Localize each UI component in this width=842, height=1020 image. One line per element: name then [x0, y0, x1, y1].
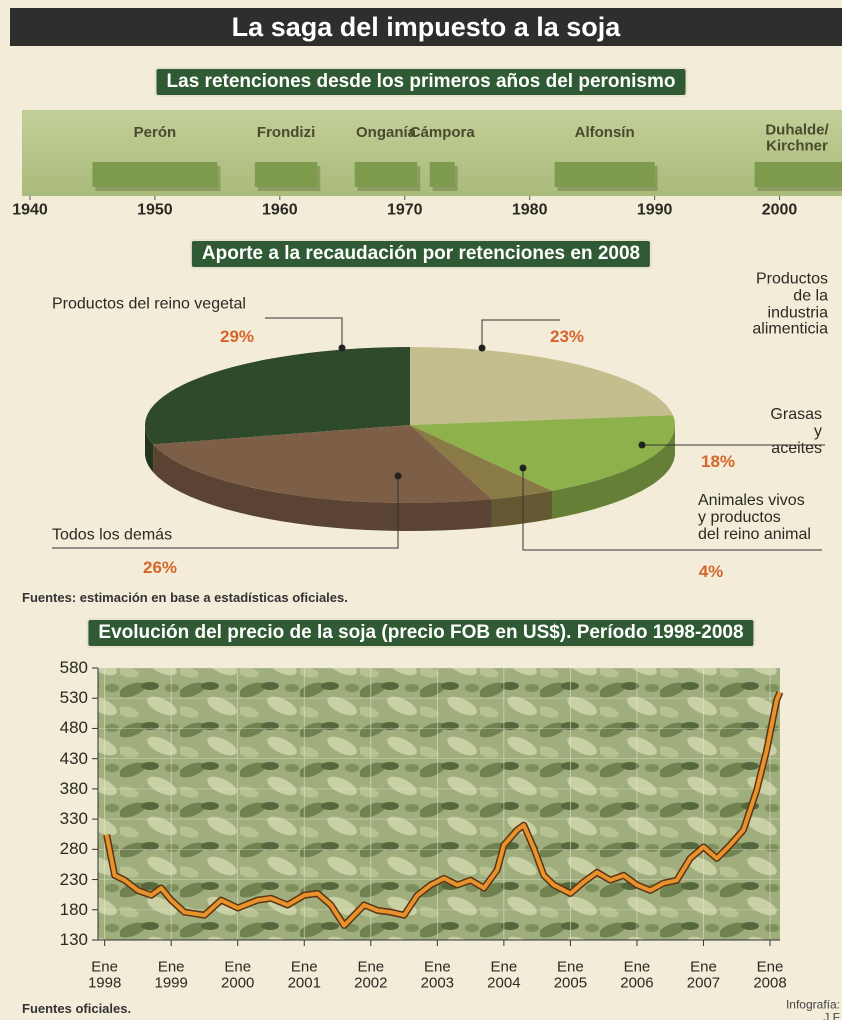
x-tick-label: 1980	[512, 203, 548, 220]
x-tick-label: Ene 2003	[421, 959, 454, 991]
plot-background	[98, 668, 780, 940]
x-tick-label: Ene 2005	[554, 959, 587, 991]
y-tick-label: 580	[60, 659, 88, 677]
period-label: Perón	[134, 125, 177, 141]
section-title: Las retenciones desde los primeros años …	[155, 67, 688, 97]
leader-dot	[520, 465, 527, 472]
y-tick-label: 530	[60, 689, 88, 707]
period-label: Duhalde/ Kirchner	[765, 122, 828, 154]
y-tick-label: 230	[60, 871, 88, 889]
x-tick-label: 1990	[637, 203, 673, 220]
x-tick-label: Ene 2007	[687, 959, 720, 991]
y-tick-label: 330	[60, 810, 88, 828]
period-label: Cámpora	[410, 125, 475, 141]
y-tick-label: 480	[60, 720, 88, 738]
x-tick-label: Ene 2002	[354, 959, 387, 991]
x-tick-label: Ene 2004	[487, 959, 520, 991]
period-label: Alfonsín	[575, 125, 635, 141]
value-label: 23%	[550, 328, 584, 346]
period-bar	[755, 162, 842, 187]
y-tick-label: 380	[60, 780, 88, 798]
category-label: Productos de la industria alimenticia	[752, 271, 828, 338]
x-tick-label: Ene 2006	[620, 959, 653, 991]
y-tick-label: 280	[60, 840, 88, 858]
leader-dot	[395, 473, 402, 480]
value-label: 18%	[701, 453, 735, 471]
y-tick-label: 180	[60, 901, 88, 919]
y-tick-label: 130	[60, 931, 88, 949]
value-label: 26%	[143, 559, 177, 577]
leader-line	[265, 318, 342, 348]
period-label: Frondizi	[257, 125, 315, 141]
x-tick-label: Ene 1999	[155, 959, 188, 991]
category-label: Productos del reino vegetal	[52, 297, 246, 314]
credit: Infografía: J.F	[786, 998, 840, 1020]
period-bar	[355, 162, 417, 187]
source: Fuentes: estimación en base a estadístic…	[22, 591, 348, 605]
category-label: Animales vivos y productos del reino ani…	[698, 493, 811, 543]
y-tick-label: 430	[60, 750, 88, 768]
section-title: Evolución del precio de la soja (precio …	[86, 618, 755, 648]
x-tick-label: Ene 2008	[753, 959, 786, 991]
section-title: Aporte a la recaudación por retenciones …	[190, 239, 652, 269]
infographic: La saga del impuesto a la soja Infografía…	[0, 0, 842, 1020]
value-label: 4%	[699, 563, 724, 581]
period-bar	[430, 162, 455, 187]
x-tick-label: Ene 1998	[88, 959, 121, 991]
leader-dot	[639, 442, 646, 449]
source: Fuentes oficiales.	[22, 1002, 131, 1016]
period-bar	[255, 162, 317, 187]
period-bar	[92, 162, 217, 187]
x-tick-label: Ene 2001	[288, 959, 321, 991]
x-tick-label: 2000	[762, 203, 798, 220]
value-label: 29%	[220, 328, 254, 346]
period-bar	[555, 162, 655, 187]
main-title: La saga del impuesto a la soja	[232, 13, 621, 41]
category-label: Grasas y aceites	[770, 407, 822, 457]
period-label: Onganía	[356, 125, 416, 141]
leader-line	[482, 320, 560, 348]
category-label: Todos los demás	[52, 528, 172, 545]
x-tick-label: 1950	[137, 203, 173, 220]
pie-slice	[410, 347, 673, 425]
x-tick-label: 1970	[387, 203, 423, 220]
x-tick-label: Ene 2000	[221, 959, 254, 991]
leader-dot	[339, 345, 346, 352]
x-tick-label: 1940	[12, 203, 48, 220]
x-tick-label: 1960	[262, 203, 298, 220]
leader-dot	[479, 345, 486, 352]
